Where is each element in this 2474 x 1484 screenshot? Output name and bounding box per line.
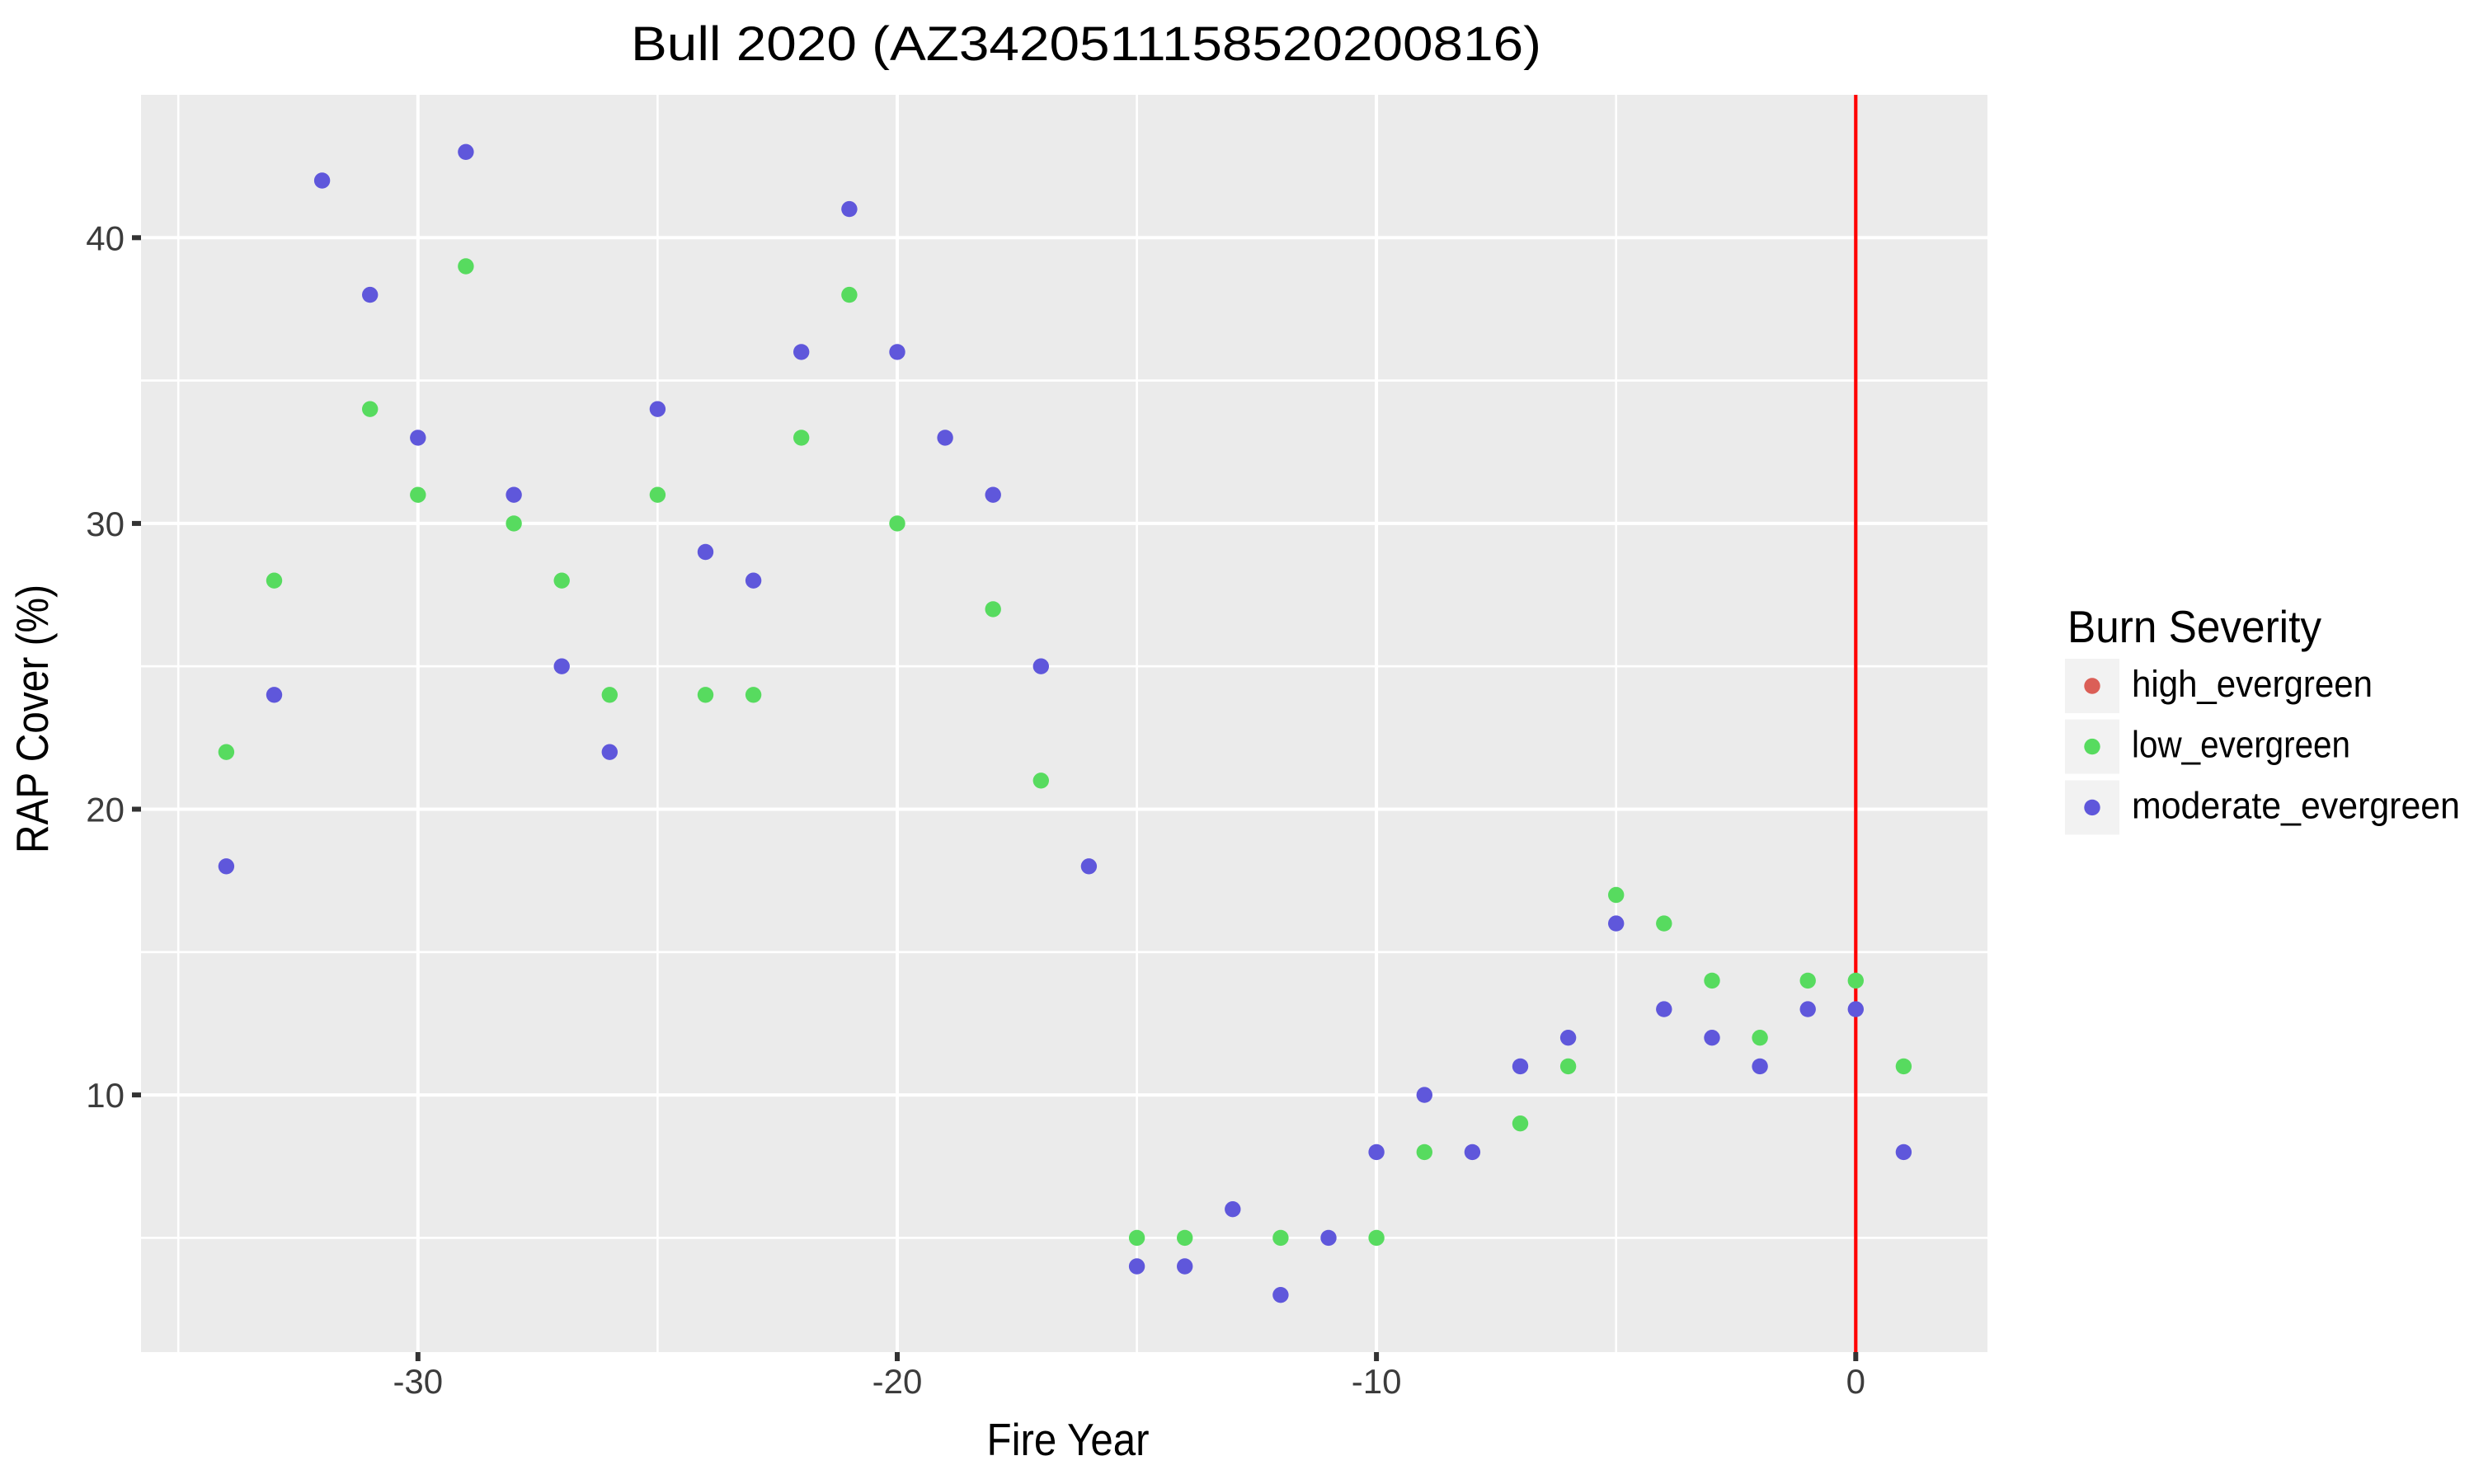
svg-text:-10: -10 — [1352, 1362, 1402, 1401]
svg-text:-20: -20 — [872, 1362, 923, 1401]
svg-text:10: 10 — [86, 1076, 125, 1115]
svg-text:moderate_evergreen: moderate_evergreen — [2132, 784, 2460, 826]
svg-text:40: 40 — [86, 218, 125, 257]
svg-text:Bull 2020 (AZ34205111585202008: Bull 2020 (AZ3420511158520200816) — [631, 17, 1541, 71]
svg-text:RAP Cover (%): RAP Cover (%) — [7, 585, 58, 853]
svg-text:20: 20 — [86, 791, 125, 829]
svg-text:0: 0 — [1846, 1362, 1865, 1401]
svg-text:Burn Severity: Burn Severity — [2067, 601, 2321, 652]
svg-text:low_evergreen: low_evergreen — [2132, 724, 2350, 766]
svg-text:-30: -30 — [393, 1362, 443, 1401]
svg-text:Fire Year: Fire Year — [987, 1414, 1150, 1465]
svg-text:30: 30 — [86, 505, 125, 543]
svg-text:high_evergreen: high_evergreen — [2132, 663, 2373, 705]
